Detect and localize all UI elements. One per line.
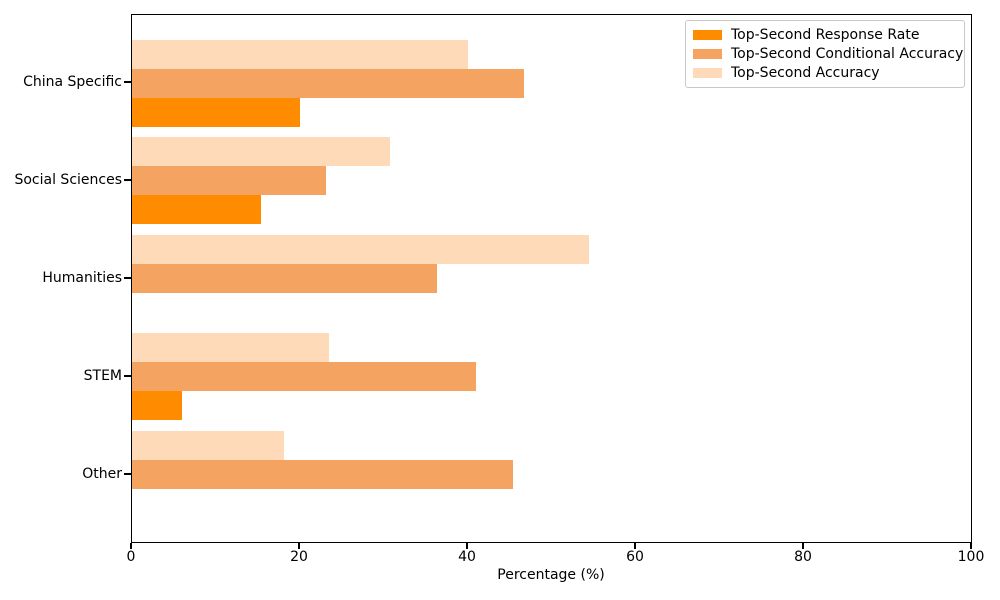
- legend-swatch-top-second-response-rate: [693, 29, 722, 40]
- x-tick-label-0: 0: [126, 549, 136, 565]
- x-tick-mark: [634, 543, 636, 549]
- x-tick-label-80: 80: [794, 549, 812, 565]
- legend-item-top-second-response-rate: Top-Second Response Rate: [693, 25, 957, 44]
- x-tick-mark: [466, 543, 468, 549]
- bar-top-second-conditional-accuracy-stem: [132, 362, 476, 392]
- bar-top-second-accuracy-humanities: [132, 235, 590, 265]
- y-tick-mark: [124, 178, 131, 181]
- x-axis-title: Percentage (%): [497, 567, 605, 583]
- bar-top-second-response-rate-social-sciences: [132, 195, 262, 225]
- legend-swatch-top-second-conditional-accuracy: [693, 48, 722, 59]
- y-tick-label-humanities: Humanities: [42, 269, 122, 286]
- bar-top-second-accuracy-social-sciences: [132, 137, 390, 167]
- x-tick-label-40: 40: [458, 549, 476, 565]
- y-tick-mark: [124, 472, 131, 475]
- legend-item-top-second-conditional-accuracy: Top-Second Conditional Accuracy: [693, 44, 963, 63]
- bar-top-second-response-rate-china-specific: [132, 97, 300, 127]
- bar-top-second-accuracy-other: [132, 431, 284, 461]
- bar-top-second-response-rate-stem: [132, 391, 182, 421]
- y-tick-mark: [124, 276, 131, 279]
- bar-top-second-conditional-accuracy-social-sciences: [132, 166, 326, 196]
- y-tick-label-china-specific: China Specific: [23, 74, 122, 90]
- bar-top-second-accuracy-stem: [132, 333, 330, 363]
- legend-label: Top-Second Accuracy: [731, 65, 880, 82]
- x-tick-mark: [298, 543, 300, 549]
- x-tick-label-100: 100: [957, 549, 985, 565]
- y-tick-mark: [124, 374, 131, 377]
- x-tick-mark: [802, 543, 804, 549]
- x-tick-mark: [970, 543, 972, 549]
- bar-top-second-conditional-accuracy-other: [132, 460, 513, 490]
- legend-item-top-second-accuracy: Top-Second Accuracy: [693, 64, 957, 83]
- x-tick-mark: [130, 543, 132, 549]
- y-tick-mark: [124, 81, 131, 83]
- y-tick-label-stem: STEM: [83, 367, 122, 384]
- x-tick-label-60: 60: [626, 549, 644, 565]
- bar-top-second-conditional-accuracy-humanities: [132, 264, 437, 294]
- legend-swatch-top-second-accuracy: [693, 68, 722, 79]
- plot-area: [131, 14, 972, 543]
- legend-label: Top-Second Response Rate: [731, 26, 920, 43]
- legend: Top-Second Response Rate Top-Second Condi…: [685, 20, 965, 88]
- bar-top-second-accuracy-china-specific: [132, 39, 468, 69]
- bar-top-second-conditional-accuracy-china-specific: [132, 68, 524, 98]
- x-tick-label-20: 20: [290, 549, 308, 565]
- legend-label: Top-Second Conditional Accuracy: [731, 45, 964, 62]
- y-tick-label-other: Other: [82, 465, 122, 482]
- y-tick-label-social-sciences: Social Sciences: [14, 171, 122, 188]
